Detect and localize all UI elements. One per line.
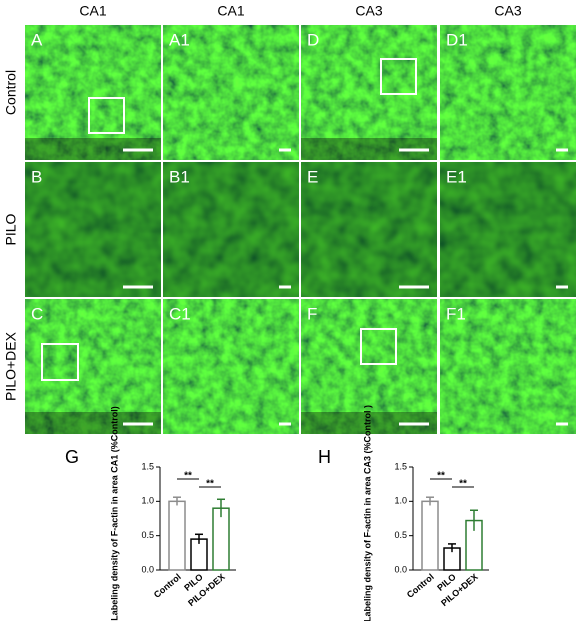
panel-label: F1	[446, 304, 466, 323]
micrograph	[301, 25, 437, 160]
bar	[168, 500, 186, 571]
micrograph	[163, 299, 299, 434]
significance-label: **	[184, 471, 192, 482]
cell-layer	[25, 412, 161, 434]
significance-label: **	[459, 479, 467, 490]
y-tick-label: 1.0	[394, 496, 407, 506]
y-axis-title: Labeling density of F-actin in area CA1 …	[109, 406, 119, 621]
panel-label: G	[65, 447, 79, 467]
zoom-box	[380, 58, 417, 95]
y-tick-label: 1.5	[141, 461, 154, 471]
y-tick-label: 1.5	[394, 461, 407, 471]
bar	[421, 500, 439, 571]
significance-label: **	[206, 479, 214, 490]
panel-label: A1	[169, 30, 190, 49]
column-header: CA3	[355, 3, 382, 19]
panel-label: H	[318, 447, 331, 467]
y-tick-label: 1.0	[141, 496, 154, 506]
cell-layer	[301, 138, 437, 160]
column-header: CA1	[79, 3, 106, 19]
micrograph	[25, 299, 161, 434]
y-tick-label: 0.0	[394, 564, 407, 574]
panel-label: C	[31, 304, 43, 323]
micrograph	[440, 25, 576, 160]
column-header: CA3	[494, 3, 521, 19]
micrograph	[163, 25, 299, 160]
micrograph	[301, 299, 437, 434]
panel-label: B	[31, 167, 42, 186]
column-header: CA1	[217, 3, 244, 19]
panel-label: E	[307, 167, 318, 186]
zoom-box	[360, 328, 397, 365]
micrograph	[440, 299, 576, 434]
significance-label: **	[437, 471, 445, 482]
cell-layer	[301, 412, 437, 434]
panel-label: E1	[446, 167, 467, 186]
panel-label: F	[307, 304, 317, 323]
y-tick-label: 0.5	[394, 530, 407, 540]
y-axis-title: Labeling density of F-actin in area CA3 …	[362, 405, 372, 621]
row-label: PILO+DEX	[3, 331, 19, 401]
micrograph	[440, 162, 576, 297]
micrograph	[25, 162, 161, 297]
y-tick-label: 0.5	[141, 530, 154, 540]
micrograph	[301, 162, 437, 297]
y-tick-label: 0.0	[141, 564, 154, 574]
x-tick-label: Control	[152, 572, 183, 600]
panel-label: C1	[169, 304, 191, 323]
panel-label: D1	[446, 30, 468, 49]
zoom-box	[88, 97, 125, 134]
x-tick-label: Control	[405, 572, 436, 600]
micrograph	[163, 162, 299, 297]
panel-label: D	[307, 30, 319, 49]
zoom-box	[41, 343, 79, 381]
panel-label: B1	[169, 167, 190, 186]
micrograph	[25, 25, 161, 160]
cell-layer	[25, 138, 161, 160]
row-label: PILO	[3, 213, 19, 245]
bar	[212, 507, 230, 571]
row-label: Control	[3, 70, 19, 115]
panel-label: A	[31, 30, 43, 49]
